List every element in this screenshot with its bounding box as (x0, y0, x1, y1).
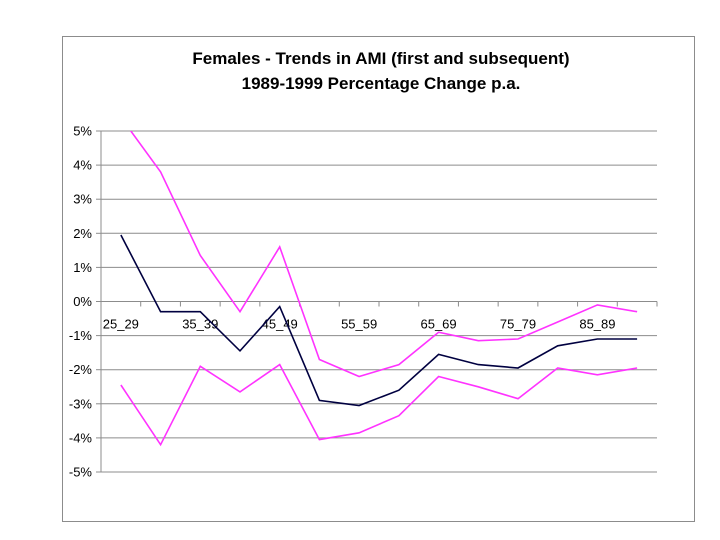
y-tick-label: -1% (69, 328, 93, 343)
axes (96, 130, 658, 473)
y-tick-label: 4% (73, 158, 92, 173)
x-tick-label: 45_49 (262, 317, 298, 332)
y-tick-label: 1% (73, 260, 92, 275)
lower-bound-line (120, 363, 638, 447)
trend-line (120, 234, 638, 407)
x-tick-label: 25_29 (103, 317, 139, 332)
x-axis-tick-labels: 25_29 35_39 45_49 55_59 65_69 75_79 85_89 (103, 317, 616, 332)
chart-title-line-1: Females - Trends in AMI (first and subse… (192, 49, 569, 68)
y-tick-label: -5% (69, 465, 93, 480)
y-tick-label: -2% (69, 362, 93, 377)
series-lines (120, 131, 638, 447)
y-tick-label: -4% (69, 430, 93, 445)
x-tick-label: 85_89 (579, 317, 615, 332)
y-axis-tick-labels: 5% 4% 3% 2% 1% 0% -1% -2% -3% -4% -5% (69, 124, 93, 480)
y-tick-label: 0% (73, 294, 92, 309)
chart-frame (62, 36, 695, 522)
y-tick-label: 3% (73, 192, 92, 207)
x-tick-label: 65_69 (420, 317, 456, 332)
chart-title-line-2: 1989-1999 Percentage Change p.a. (242, 74, 521, 93)
y-tick-label: 5% (73, 124, 92, 139)
x-tick-label: 75_79 (500, 317, 536, 332)
y-tick-label: 2% (73, 226, 92, 241)
y-tick-label: -3% (69, 396, 93, 411)
upper-bound-line (129, 131, 638, 378)
x-tick-label: 55_59 (341, 317, 377, 332)
